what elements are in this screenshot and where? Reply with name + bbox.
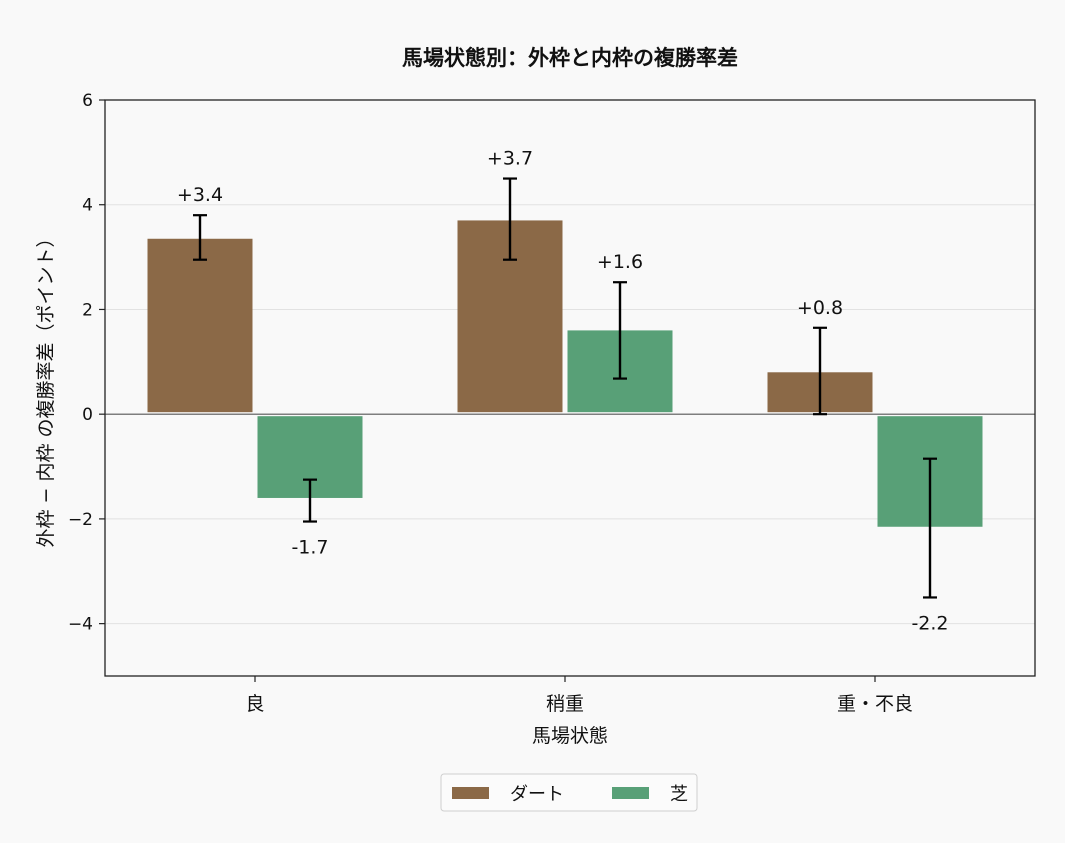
legend-frame <box>440 773 698 812</box>
y-tick-label: −2 <box>68 510 93 530</box>
legend: ダート 芝 <box>440 773 698 812</box>
plot-labels: +3.4 -1.7 +3.7 +1.6 +0.8 -2.2 <box>177 148 949 635</box>
y-tick-label: 6 <box>82 91 93 111</box>
y-tick-label: 0 <box>82 405 93 425</box>
legend-swatch <box>452 787 489 799</box>
plot-errors <box>193 177 937 599</box>
plot-bars <box>147 220 983 527</box>
x-tick-label: 良 <box>245 693 264 715</box>
data-label: -1.7 <box>291 537 328 559</box>
bar <box>147 238 253 413</box>
data-label: +3.7 <box>487 148 533 170</box>
data-label: +0.8 <box>797 297 843 319</box>
legend-swatch <box>612 787 649 799</box>
x-tick-label: 稍重 <box>546 693 584 715</box>
y-tick-label: −4 <box>68 615 93 635</box>
x-axis-label: 馬場状態 <box>532 725 608 747</box>
legend-label: ダート <box>510 784 564 805</box>
y-tick-label: 4 <box>82 196 93 216</box>
plot-frame <box>104 99 1036 677</box>
legend-label: 芝 <box>670 784 688 805</box>
y-axis-ticks: −4 −2 0 2 4 6 <box>68 91 105 635</box>
data-label: -2.2 <box>911 612 948 634</box>
y-axis-label: 外枠 − 内枠 の複勝率差（ポイント） <box>35 228 57 547</box>
data-label: +1.6 <box>597 251 643 273</box>
x-axis-ticks: 良 稍重 重・不良 <box>245 676 913 715</box>
data-label: +3.4 <box>177 184 223 206</box>
x-tick-label: 重・不良 <box>837 693 913 715</box>
y-tick-label: 2 <box>82 300 93 320</box>
chart-title: 馬場状態別：外枠と内枠の複勝率差 <box>402 46 738 70</box>
